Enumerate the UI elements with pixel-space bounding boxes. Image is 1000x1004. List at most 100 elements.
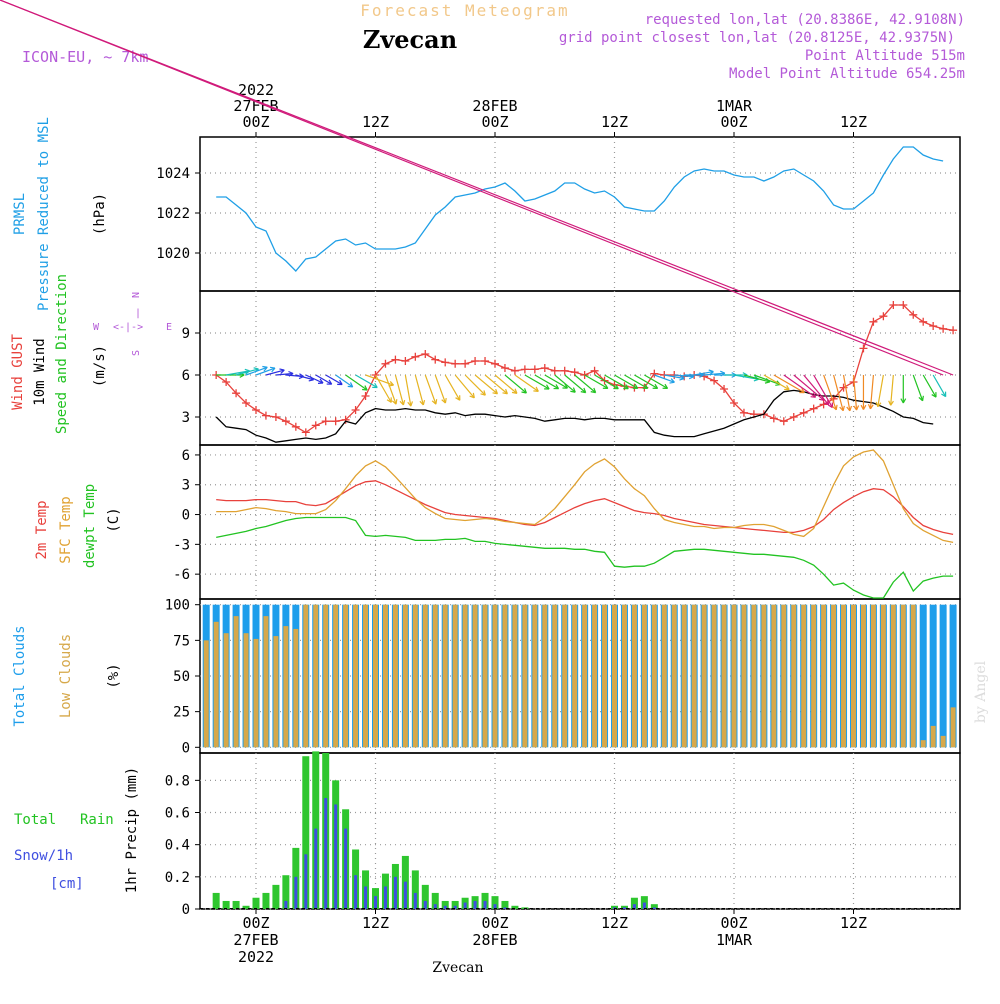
wind-arrow-head — [317, 378, 324, 384]
precip-ylabel: 1hr Precip (mm) — [124, 767, 140, 893]
wind-arrow — [704, 372, 725, 376]
low-cloud-bar — [851, 604, 856, 748]
wind-arrow-head — [602, 383, 609, 389]
bottom-time-label: 28FEB — [472, 931, 517, 949]
snow-bar — [344, 828, 348, 909]
gust-marker — [242, 399, 251, 407]
low-cloud-bar — [621, 604, 627, 748]
low-cloud-bar — [452, 604, 458, 748]
gust-marker — [291, 422, 300, 431]
low-cloud-bar — [472, 604, 478, 748]
wind-arrow — [464, 374, 486, 396]
snow-bar — [324, 798, 328, 909]
low-cloud-bar — [422, 604, 428, 748]
wind-arrow — [813, 374, 833, 408]
top-time-label: 27FEB — [233, 97, 278, 115]
wind-arrow — [534, 374, 559, 390]
wind-arrow — [654, 374, 675, 383]
low-cloud-bar — [263, 616, 269, 748]
wind-arrow — [912, 374, 924, 401]
low-cloud-bar — [880, 604, 886, 748]
top-time-label: 1MAR — [716, 97, 753, 115]
wind-arrow — [753, 374, 781, 386]
compass-h-arrow: <-|-> — [113, 322, 143, 333]
wind-arrow-head — [521, 388, 527, 394]
wind-arrow-head — [931, 392, 937, 398]
wind-arrow — [355, 374, 378, 389]
wind-arrow-head — [875, 401, 882, 408]
low-cloud-bar — [373, 604, 378, 748]
gust-marker — [909, 310, 918, 319]
low-cloud-bar — [213, 621, 219, 748]
snow-bar — [493, 904, 497, 909]
gust-marker — [361, 392, 370, 400]
low-cloud-bar — [392, 604, 398, 748]
top-time-label: 00Z — [720, 113, 747, 131]
low-cloud-bar — [273, 636, 279, 748]
temp-2m-line — [216, 480, 954, 536]
rain-bar — [252, 897, 260, 909]
gust-marker — [461, 359, 470, 368]
wind-arrow-head — [269, 366, 276, 373]
gust-marker — [331, 417, 340, 426]
pressure-label-msl: Pressure Reduced to MSL — [36, 117, 52, 311]
wind-arrow — [504, 374, 527, 394]
low-cloud-bar — [492, 604, 498, 748]
temperature-frame — [199, 444, 961, 600]
cloud-unit: (%) — [106, 663, 122, 688]
low-cloud-bar — [243, 633, 249, 748]
wind-arrow-head — [279, 368, 285, 374]
wind-arrow-head — [362, 385, 368, 391]
wind-arrow — [733, 374, 759, 380]
rain-bar — [630, 897, 638, 909]
wind-arrow-head — [337, 379, 343, 386]
compass-v-arrow: | — [135, 308, 141, 319]
wind-arrow-head — [941, 391, 947, 398]
wind-arrow — [674, 374, 694, 378]
pressure-line — [216, 146, 944, 272]
snow-bar — [304, 854, 308, 909]
compass-rose: W <-|-> E N | S — [93, 292, 172, 356]
gust-marker — [919, 317, 928, 326]
low-cloud-bar — [910, 604, 916, 748]
wind-arrow-head — [391, 399, 398, 405]
low-cloud-bar — [532, 604, 538, 748]
snow-bar — [383, 886, 387, 909]
cloud-labels: Total Clouds Low Clouds (%) — [12, 625, 122, 726]
wind-arrow-head — [860, 404, 867, 410]
low-cloud-bar — [671, 604, 677, 748]
wind-arrow — [869, 374, 875, 409]
cloud-label-low: Low Clouds — [58, 634, 74, 718]
low-cloud-bar — [402, 604, 408, 748]
requested-coords: requested lon,lat (20.8386E, 42.9108N) — [645, 12, 965, 28]
low-cloud-bar — [343, 604, 349, 748]
compass-w: W — [93, 322, 100, 333]
top-time-label: 00Z — [242, 113, 269, 131]
precip-labels: Total Rain Snow/1h [cm] 1hr Precip (mm) — [14, 767, 140, 893]
low-cloud-bar — [572, 604, 578, 748]
wind-arrow — [384, 374, 397, 405]
compass-e: E — [166, 322, 172, 333]
watermark: by Angel — [973, 660, 989, 723]
wind-arrow-head — [469, 392, 475, 399]
gust-marker — [650, 369, 659, 378]
wind-arrow — [245, 366, 268, 376]
wind-arrow-head — [853, 405, 860, 411]
compass-s: S — [131, 350, 142, 356]
low-cloud-bar — [602, 604, 608, 748]
wind-arrow — [514, 374, 539, 392]
rain-bar — [302, 756, 310, 909]
gust-marker — [889, 301, 898, 309]
pressure-labels: PRMSL Pressure Reduced to MSL (hPa) — [12, 117, 108, 311]
wind-arrow-head — [502, 388, 508, 395]
rain-bar — [232, 900, 240, 909]
gust-marker — [252, 406, 260, 414]
cloud-label-total: Total Clouds — [12, 625, 28, 726]
gust-marker — [929, 322, 938, 330]
temp-sfc-line — [216, 449, 954, 544]
rain-bar — [441, 900, 449, 909]
wind-arrow-head — [326, 379, 333, 385]
bottom-time-label: 00Z — [481, 914, 508, 932]
wind-arrow-head — [441, 397, 447, 404]
